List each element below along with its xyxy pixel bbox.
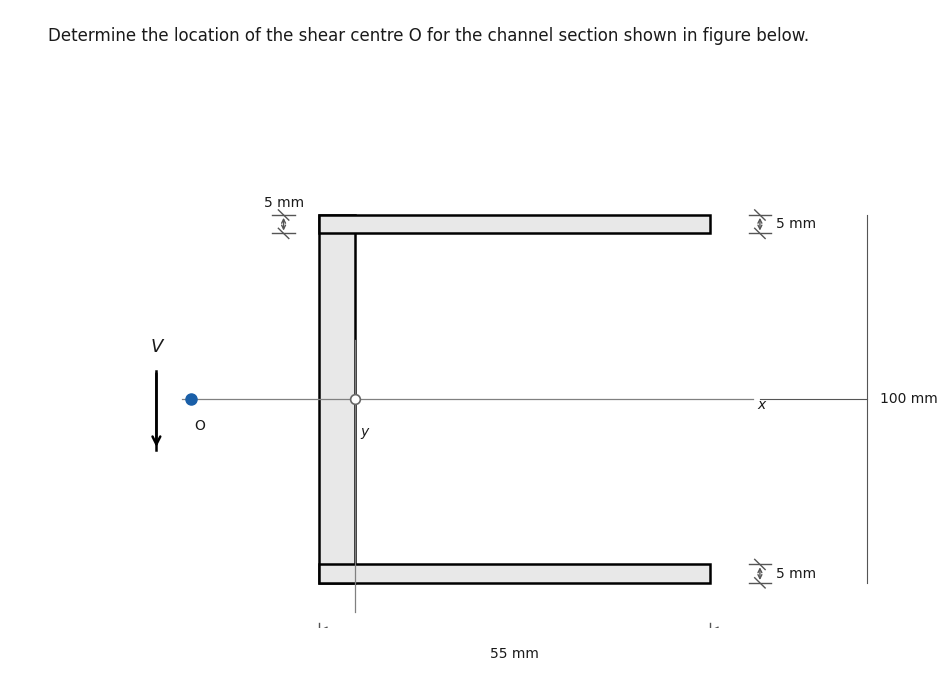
Text: 55 mm: 55 mm bbox=[489, 646, 539, 661]
Polygon shape bbox=[319, 215, 354, 583]
Text: x: x bbox=[756, 398, 764, 412]
Polygon shape bbox=[319, 215, 709, 233]
Text: 100 mm: 100 mm bbox=[879, 392, 937, 406]
Text: 5 mm: 5 mm bbox=[775, 567, 815, 581]
Text: 5 mm: 5 mm bbox=[775, 217, 815, 231]
Text: V: V bbox=[150, 338, 163, 357]
Text: O: O bbox=[193, 419, 205, 433]
Text: Determine the location of the shear centre O for the channel section shown in fi: Determine the location of the shear cent… bbox=[48, 27, 808, 45]
Text: y: y bbox=[360, 425, 367, 439]
Text: 5 mm: 5 mm bbox=[264, 196, 304, 210]
Polygon shape bbox=[319, 564, 709, 583]
